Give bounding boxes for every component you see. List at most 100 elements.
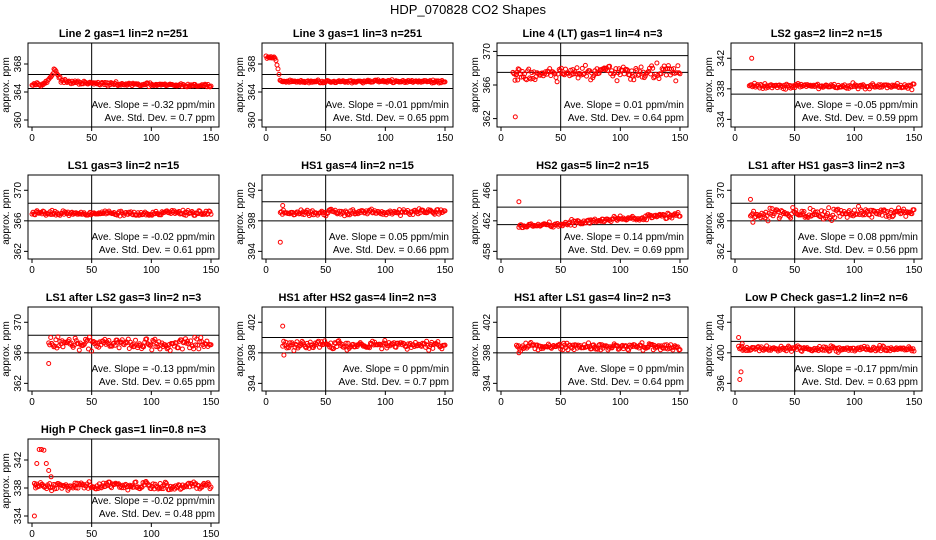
- panel-title: LS1 gas=3 lin=2 n=15: [68, 160, 180, 172]
- x-tick-label: 100: [143, 529, 160, 540]
- data-point: [300, 209, 306, 215]
- x-tick-label: 100: [846, 265, 863, 276]
- data-point: [851, 207, 857, 213]
- y-tick-label: 398: [482, 344, 493, 361]
- data-point: [208, 342, 214, 348]
- std-dev-annotation: Ave. Std. Dev. = 0.7 ppm: [104, 113, 215, 124]
- data-point: [34, 461, 40, 466]
- x-tick-label: 150: [203, 529, 220, 540]
- data-point: [636, 71, 642, 77]
- y-tick-label: 402: [482, 313, 493, 330]
- data-point: [342, 343, 348, 349]
- data-point: [825, 211, 831, 216]
- data-point: [663, 72, 669, 78]
- plot-frame: [730, 42, 923, 128]
- std-dev-annotation: Ave. Std. Dev. = 0.63 ppm: [802, 377, 918, 388]
- data-point: [639, 340, 645, 346]
- x-tick-label: 50: [555, 397, 567, 408]
- y-tick-label: 366: [482, 76, 493, 93]
- x-tick-label: 0: [263, 397, 269, 408]
- data-point: [748, 196, 753, 202]
- std-dev-annotation: Ave. Std. Dev. = 0.64 ppm: [568, 377, 684, 388]
- y-axis-label: approx. ppm: [1, 321, 12, 377]
- panel-title: HS2 gas=5 lin=2 n=15: [536, 160, 649, 172]
- y-axis-label: approx. ppm: [470, 57, 481, 113]
- plot-frame: [261, 42, 454, 128]
- data-point: [167, 348, 173, 353]
- data-point: [122, 340, 128, 346]
- plot-frame: [496, 174, 689, 260]
- chart-panel: Line 2 gas=1 lin=2 n=251 0 50 100 150 360 364 3…: [1, 28, 220, 144]
- data-point: [317, 344, 322, 350]
- data-point: [521, 346, 527, 351]
- chart-panel: LS2 gas=2 lin=2 n=15 0 50 100 150 334 338 342ap…: [704, 28, 923, 144]
- y-tick-label: 400: [716, 344, 727, 361]
- panel-title: LS2 gas=2 lin=2 n=15: [771, 28, 883, 40]
- figure-title: HDP_070828 CO2 Shapes: [390, 2, 547, 17]
- slope-annotation: Ave. Slope = 0 ppm/min: [578, 364, 684, 375]
- panel-title: HS1 after LS1 gas=4 lin=2 n=3: [514, 292, 671, 304]
- y-tick-label: 368: [247, 55, 258, 72]
- data-point: [56, 75, 62, 81]
- data-point: [673, 344, 679, 350]
- x-tick-label: 100: [846, 397, 863, 408]
- data-point: [886, 214, 892, 220]
- data-point: [799, 348, 805, 354]
- x-tick-label: 50: [320, 397, 332, 408]
- y-tick-label: 338: [716, 80, 727, 97]
- panel-title: Low P Check gas=1.2 lin=2 n=6: [745, 292, 908, 304]
- x-tick-label: 0: [732, 133, 738, 144]
- data-point: [207, 209, 213, 215]
- data-point: [152, 336, 158, 342]
- data-points: [277, 203, 448, 245]
- data-point: [185, 338, 190, 344]
- data-point: [909, 87, 915, 93]
- y-tick-label: 362: [716, 243, 727, 260]
- data-point: [902, 347, 908, 353]
- y-axis-label: approx. ppm: [1, 453, 12, 509]
- data-point: [39, 447, 44, 452]
- data-point: [31, 513, 37, 519]
- data-point: [112, 342, 118, 348]
- data-point: [904, 209, 910, 215]
- data-point: [832, 215, 838, 220]
- data-point: [120, 482, 126, 488]
- x-tick-label: 150: [672, 265, 689, 276]
- data-point: [531, 69, 537, 75]
- x-tick-label: 0: [29, 529, 35, 540]
- panel-title: LS1 after LS2 gas=3 lin=2 n=3: [46, 292, 202, 304]
- y-tick-label: 342: [13, 451, 24, 468]
- data-point: [273, 58, 279, 63]
- data-point: [651, 75, 657, 81]
- y-axis-label: approx. ppm: [1, 57, 12, 113]
- x-tick-label: 50: [320, 265, 332, 276]
- data-point: [911, 81, 917, 87]
- data-point: [281, 352, 287, 358]
- panel-title: Line 2 gas=1 lin=2 n=251: [59, 28, 188, 40]
- data-point: [512, 114, 518, 120]
- data-point: [55, 334, 61, 340]
- data-point: [404, 346, 410, 352]
- data-point: [673, 78, 679, 84]
- data-point: [607, 63, 613, 69]
- y-tick-label: 366: [13, 344, 24, 361]
- data-point: [60, 344, 66, 350]
- y-axis-label: approx. ppm: [470, 321, 481, 377]
- y-tick-label: 394: [482, 375, 493, 392]
- data-point: [906, 82, 912, 88]
- x-tick-label: 100: [377, 133, 394, 144]
- x-tick-label: 50: [86, 397, 98, 408]
- std-dev-annotation: Ave. Std. Dev. = 0.56 ppm: [802, 245, 918, 256]
- y-tick-label: 398: [247, 344, 258, 361]
- data-point: [901, 206, 907, 212]
- data-point: [829, 218, 835, 223]
- data-point: [829, 345, 835, 351]
- plot-frame: [27, 42, 220, 128]
- y-tick-label: 362: [13, 375, 24, 392]
- x-tick-label: 50: [789, 265, 801, 276]
- plot-frame: [496, 306, 689, 392]
- std-dev-annotation: Ave. Std. Dev. = 0.61 ppm: [99, 245, 215, 256]
- data-point: [526, 66, 532, 72]
- y-tick-label: 360: [247, 111, 258, 128]
- x-tick-label: 0: [263, 133, 269, 144]
